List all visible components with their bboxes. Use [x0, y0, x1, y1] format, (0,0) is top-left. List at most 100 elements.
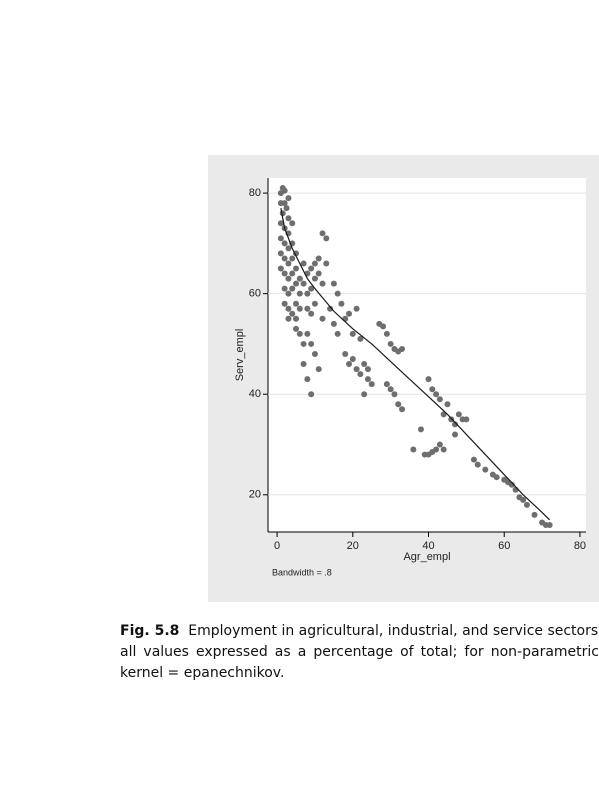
point [330, 280, 337, 287]
plot-area [268, 178, 586, 532]
point [364, 366, 371, 373]
point [285, 195, 292, 202]
point [319, 315, 326, 322]
point [391, 391, 398, 398]
point [285, 275, 292, 282]
point [520, 496, 527, 503]
point [429, 386, 436, 393]
caption-line: all values expressed as a percentage of … [120, 644, 599, 660]
point [281, 255, 288, 262]
point [281, 300, 288, 307]
x-tick-label: 0 [274, 540, 280, 552]
point [323, 260, 330, 267]
point [308, 391, 315, 398]
x-tick-label: 80 [574, 540, 586, 552]
point [361, 391, 368, 398]
point [311, 275, 318, 282]
y-tick-label: 60 [249, 288, 261, 300]
y-axis-label: Serv_empl [234, 329, 246, 382]
point [277, 265, 284, 272]
point [380, 323, 387, 330]
point [285, 215, 292, 222]
point [399, 406, 406, 413]
point [334, 290, 341, 297]
point [383, 381, 390, 388]
fit-line [280, 208, 551, 521]
point [308, 340, 315, 347]
y-tick-label: 40 [249, 388, 261, 400]
point [334, 330, 341, 337]
point [308, 285, 315, 292]
point [357, 335, 364, 342]
point [368, 381, 375, 388]
point [361, 361, 368, 368]
point [349, 356, 356, 363]
note: Bandwidth = .8 [272, 567, 332, 577]
point [315, 255, 322, 262]
point [433, 446, 440, 453]
point [436, 396, 443, 403]
point [436, 441, 443, 448]
caption-line: Fig. 5.8 Employment in agricultural, ind… [120, 621, 599, 642]
point [285, 260, 292, 267]
point [300, 361, 307, 368]
point [283, 205, 290, 212]
point [281, 270, 288, 277]
point [315, 366, 322, 373]
point [300, 280, 307, 287]
point [277, 220, 284, 227]
point [293, 265, 300, 272]
point [293, 315, 300, 322]
point [304, 376, 311, 383]
point [304, 305, 311, 312]
point [289, 270, 296, 277]
point [338, 300, 345, 307]
caption-text: Employment in agricultural, industrial, … [188, 623, 599, 639]
point [357, 371, 364, 378]
point [277, 250, 284, 257]
point [296, 275, 303, 282]
point [289, 220, 296, 227]
point [387, 386, 394, 393]
x-tick-label: 40 [422, 540, 434, 552]
point [285, 290, 292, 297]
y-tick-label: 80 [249, 187, 261, 199]
point [452, 431, 459, 438]
point [285, 305, 292, 312]
point [395, 401, 402, 408]
point [482, 466, 489, 473]
point [452, 421, 459, 428]
point [293, 325, 300, 332]
point [440, 446, 447, 453]
point [311, 350, 318, 357]
point [383, 330, 390, 337]
point [508, 481, 515, 488]
point [285, 315, 292, 322]
point [285, 245, 292, 252]
point [304, 290, 311, 297]
point [546, 521, 553, 528]
point [293, 300, 300, 307]
point [289, 285, 296, 292]
point [300, 260, 307, 267]
point [281, 285, 288, 292]
point [433, 391, 440, 398]
caption-line: kernel = epanechnikov. [120, 665, 285, 681]
point [296, 330, 303, 337]
point [311, 300, 318, 307]
point [353, 305, 360, 312]
point [296, 290, 303, 297]
point [463, 416, 470, 423]
point [281, 240, 288, 247]
point [330, 320, 337, 327]
point [353, 366, 360, 373]
point [319, 280, 326, 287]
point [346, 361, 353, 368]
point [364, 376, 371, 383]
point [304, 330, 311, 337]
point [474, 461, 481, 468]
point [300, 340, 307, 347]
x-tick-label: 20 [347, 540, 359, 552]
